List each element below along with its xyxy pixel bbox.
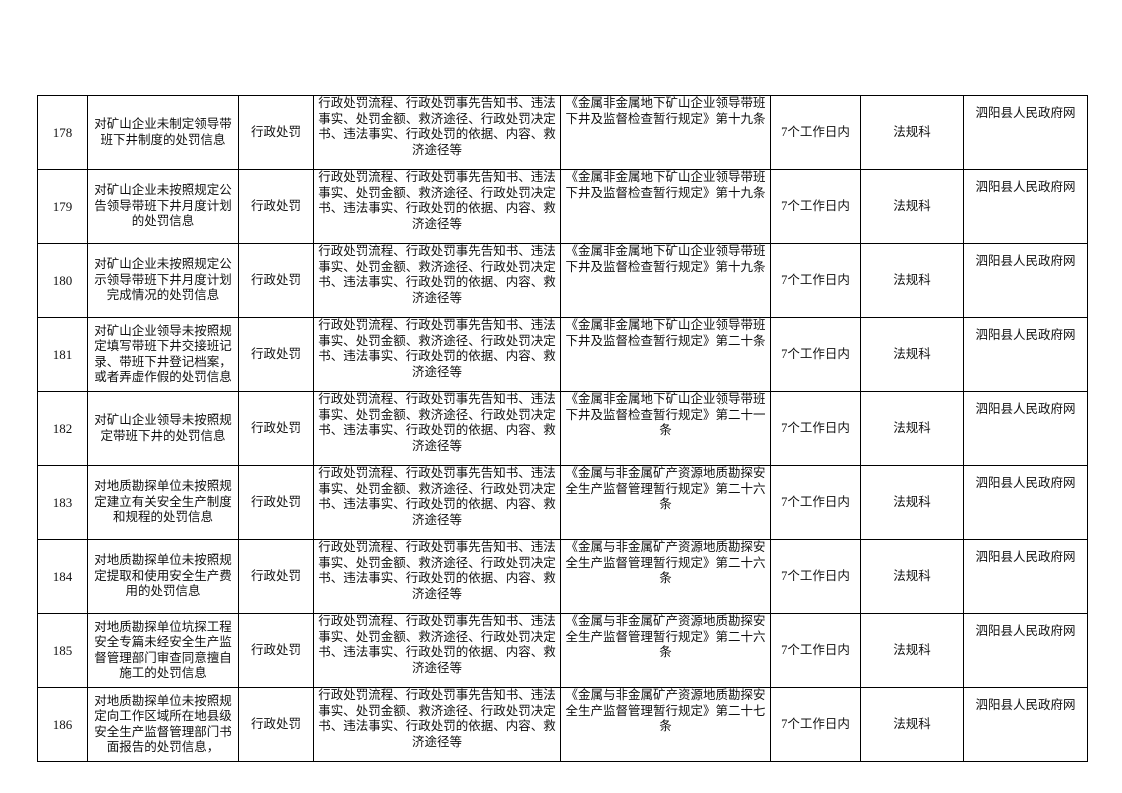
item-type: 行政处罚	[238, 169, 314, 244]
row-number: 181	[37, 317, 88, 392]
time-limit: 7个工作日内	[770, 539, 861, 614]
table-row: 185 对地质勘探单位坑探工程安全专篇未经安全生产监督管理部门审查同意擅自施工的…	[37, 613, 1088, 688]
row-number: 179	[37, 169, 88, 244]
legal-basis: 《金属与非金属矿产资源地质勘探安全生产监督管理暂行规定》第二十六条	[560, 613, 771, 688]
disclosure-content: 行政处罚流程、行政处罚事先告知书、违法事实、处罚金额、救济途径、行政处罚决定书、…	[313, 539, 561, 614]
legal-basis: 《金属与非金属矿产资源地质勘探安全生产监督管理暂行规定》第二十六条	[560, 465, 771, 540]
legal-basis: 《金属非金属地下矿山企业领导带班下井及监督检查暂行规定》第十九条	[560, 243, 771, 318]
time-limit: 7个工作日内	[770, 613, 861, 688]
publish-channel: 泗阳县人民政府网	[963, 243, 1088, 318]
department: 法规科	[860, 95, 964, 170]
row-number: 185	[37, 613, 88, 688]
department: 法规科	[860, 465, 964, 540]
table-row: 186 对地质勘探单位未按照规定向工作区域所在地县级安全生产监督管理部门书面报告…	[37, 687, 1088, 762]
time-limit: 7个工作日内	[770, 687, 861, 762]
item-name: 对矿山企业未按照规定公告领导带班下井月度计划的处罚信息	[87, 169, 239, 244]
department: 法规科	[860, 317, 964, 392]
row-number: 183	[37, 465, 88, 540]
row-number: 180	[37, 243, 88, 318]
time-limit: 7个工作日内	[770, 465, 861, 540]
table-row: 178 对矿山企业未制定领导带班下井制度的处罚信息 行政处罚 行政处罚流程、行政…	[37, 95, 1088, 170]
table-row: 183 对地质勘探单位未按照规定建立有关安全生产制度和规程的处罚信息 行政处罚 …	[37, 465, 1088, 540]
item-name: 对矿山企业未按照规定公示领导带班下井月度计划完成情况的处罚信息	[87, 243, 239, 318]
item-type: 行政处罚	[238, 243, 314, 318]
publish-channel: 泗阳县人民政府网	[963, 317, 1088, 392]
disclosure-content: 行政处罚流程、行政处罚事先告知书、违法事实、处罚金额、救济途径、行政处罚决定书、…	[313, 95, 561, 170]
disclosure-content: 行政处罚流程、行政处罚事先告知书、违法事实、处罚金额、救济途径、行政处罚决定书、…	[313, 243, 561, 318]
item-type: 行政处罚	[238, 95, 314, 170]
legal-basis: 《金属非金属地下矿山企业领导带班下井及监督检查暂行规定》第二十一条	[560, 391, 771, 466]
row-number: 186	[37, 687, 88, 762]
department: 法规科	[860, 687, 964, 762]
item-type: 行政处罚	[238, 391, 314, 466]
legal-basis: 《金属与非金属矿产资源地质勘探安全生产监督管理暂行规定》第二十七条	[560, 687, 771, 762]
legal-basis: 《金属与非金属矿产资源地质勘探安全生产监督管理暂行规定》第二十六条	[560, 539, 771, 614]
item-type: 行政处罚	[238, 539, 314, 614]
time-limit: 7个工作日内	[770, 243, 861, 318]
disclosure-content: 行政处罚流程、行政处罚事先告知书、违法事实、处罚金额、救济途径、行政处罚决定书、…	[313, 465, 561, 540]
legal-basis: 《金属非金属地下矿山企业领导带班下井及监督检查暂行规定》第十九条	[560, 95, 771, 170]
legal-basis: 《金属非金属地下矿山企业领导带班下井及监督检查暂行规定》第二十条	[560, 317, 771, 392]
item-type: 行政处罚	[238, 317, 314, 392]
item-name: 对地质勘探单位坑探工程安全专篇未经安全生产监督管理部门审查同意擅自施工的处罚信息	[87, 613, 239, 688]
item-type: 行政处罚	[238, 687, 314, 762]
row-number: 182	[37, 391, 88, 466]
table-row: 180 对矿山企业未按照规定公示领导带班下井月度计划完成情况的处罚信息 行政处罚…	[37, 243, 1088, 318]
item-type: 行政处罚	[238, 465, 314, 540]
time-limit: 7个工作日内	[770, 169, 861, 244]
time-limit: 7个工作日内	[770, 95, 861, 170]
publish-channel: 泗阳县人民政府网	[963, 613, 1088, 688]
disclosure-content: 行政处罚流程、行政处罚事先告知书、违法事实、处罚金额、救济途径、行政处罚决定书、…	[313, 169, 561, 244]
department: 法规科	[860, 391, 964, 466]
table-row: 182 对矿山企业领导未按照规定带班下井的处罚信息 行政处罚 行政处罚流程、行政…	[37, 391, 1088, 466]
department: 法规科	[860, 613, 964, 688]
publish-channel: 泗阳县人民政府网	[963, 465, 1088, 540]
publish-channel: 泗阳县人民政府网	[963, 169, 1088, 244]
item-name: 对矿山企业领导未按照规定填写带班下井交接班记录、带班下井登记档案，或者弄虚作假的…	[87, 317, 239, 392]
publish-channel: 泗阳县人民政府网	[963, 687, 1088, 762]
item-name: 对地质勘探单位未按照规定建立有关安全生产制度和规程的处罚信息	[87, 465, 239, 540]
disclosure-content: 行政处罚流程、行政处罚事先告知书、违法事实、处罚金额、救济途径、行政处罚决定书、…	[313, 687, 561, 762]
table-row: 179 对矿山企业未按照规定公告领导带班下井月度计划的处罚信息 行政处罚 行政处…	[37, 169, 1088, 244]
table-row: 181 对矿山企业领导未按照规定填写带班下井交接班记录、带班下井登记档案，或者弄…	[37, 317, 1088, 392]
legal-basis: 《金属非金属地下矿山企业领导带班下井及监督检查暂行规定》第十九条	[560, 169, 771, 244]
item-name: 对矿山企业未制定领导带班下井制度的处罚信息	[87, 95, 239, 170]
time-limit: 7个工作日内	[770, 317, 861, 392]
row-number: 178	[37, 95, 88, 170]
department: 法规科	[860, 243, 964, 318]
disclosure-table: 178 对矿山企业未制定领导带班下井制度的处罚信息 行政处罚 行政处罚流程、行政…	[37, 95, 1088, 762]
row-number: 184	[37, 539, 88, 614]
time-limit: 7个工作日内	[770, 391, 861, 466]
disclosure-content: 行政处罚流程、行政处罚事先告知书、违法事实、处罚金额、救济途径、行政处罚决定书、…	[313, 391, 561, 466]
table-row: 184 对地质勘探单位未按照规定提取和使用安全生产费用的处罚信息 行政处罚 行政…	[37, 539, 1088, 614]
publish-channel: 泗阳县人民政府网	[963, 95, 1088, 170]
item-name: 对矿山企业领导未按照规定带班下井的处罚信息	[87, 391, 239, 466]
publish-channel: 泗阳县人民政府网	[963, 391, 1088, 466]
disclosure-content: 行政处罚流程、行政处罚事先告知书、违法事实、处罚金额、救济途径、行政处罚决定书、…	[313, 317, 561, 392]
department: 法规科	[860, 539, 964, 614]
disclosure-content: 行政处罚流程、行政处罚事先告知书、违法事实、处罚金额、救济途径、行政处罚决定书、…	[313, 613, 561, 688]
item-name: 对地质勘探单位未按照规定提取和使用安全生产费用的处罚信息	[87, 539, 239, 614]
publish-channel: 泗阳县人民政府网	[963, 539, 1088, 614]
item-type: 行政处罚	[238, 613, 314, 688]
item-name: 对地质勘探单位未按照规定向工作区域所在地县级安全生产监督管理部门书面报告的处罚信…	[87, 687, 239, 762]
department: 法规科	[860, 169, 964, 244]
